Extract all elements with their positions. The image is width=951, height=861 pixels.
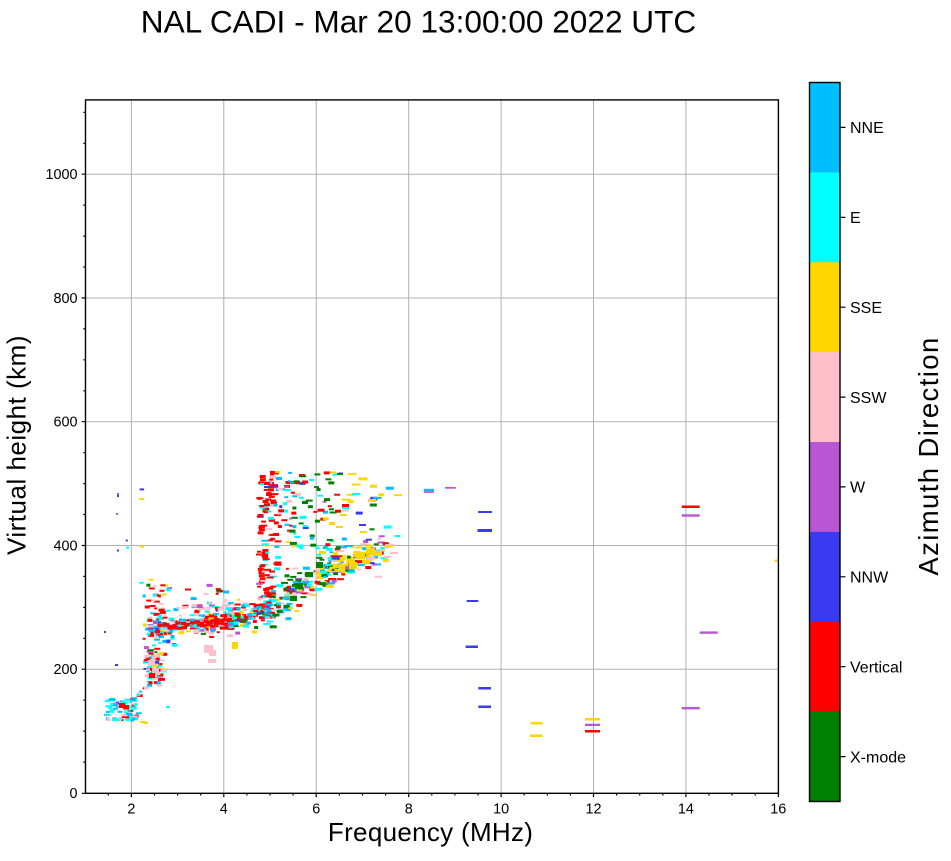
- svg-text:0: 0: [69, 786, 77, 802]
- svg-text:NNE: NNE: [850, 120, 884, 137]
- svg-text:Virtual height (km): Virtual height (km): [2, 335, 32, 555]
- svg-text:X-mode: X-mode: [850, 749, 906, 766]
- svg-text:NAL CADI - Mar 20 13:00:00 202: NAL CADI - Mar 20 13:00:00 2022 UTC: [141, 4, 696, 40]
- svg-text:4: 4: [220, 802, 228, 818]
- svg-text:14: 14: [678, 802, 694, 818]
- svg-text:1000: 1000: [45, 167, 77, 183]
- svg-text:SSE: SSE: [850, 300, 882, 317]
- svg-text:400: 400: [53, 539, 77, 555]
- svg-text:10: 10: [493, 802, 509, 818]
- svg-text:Vertical: Vertical: [850, 660, 902, 677]
- svg-text:200: 200: [53, 662, 77, 678]
- svg-text:600: 600: [53, 415, 77, 431]
- svg-text:2: 2: [127, 802, 135, 818]
- svg-text:E: E: [850, 210, 861, 227]
- svg-text:12: 12: [585, 802, 601, 818]
- svg-text:16: 16: [770, 802, 786, 818]
- svg-text:8: 8: [405, 802, 413, 818]
- svg-text:Azimuth Direction: Azimuth Direction: [913, 336, 944, 575]
- svg-text:NNW: NNW: [850, 570, 889, 587]
- svg-text:W: W: [850, 480, 866, 497]
- svg-text:Frequency (MHz): Frequency (MHz): [328, 817, 533, 847]
- svg-text:800: 800: [53, 291, 77, 307]
- svg-text:6: 6: [312, 802, 320, 818]
- svg-text:SSW: SSW: [850, 390, 887, 407]
